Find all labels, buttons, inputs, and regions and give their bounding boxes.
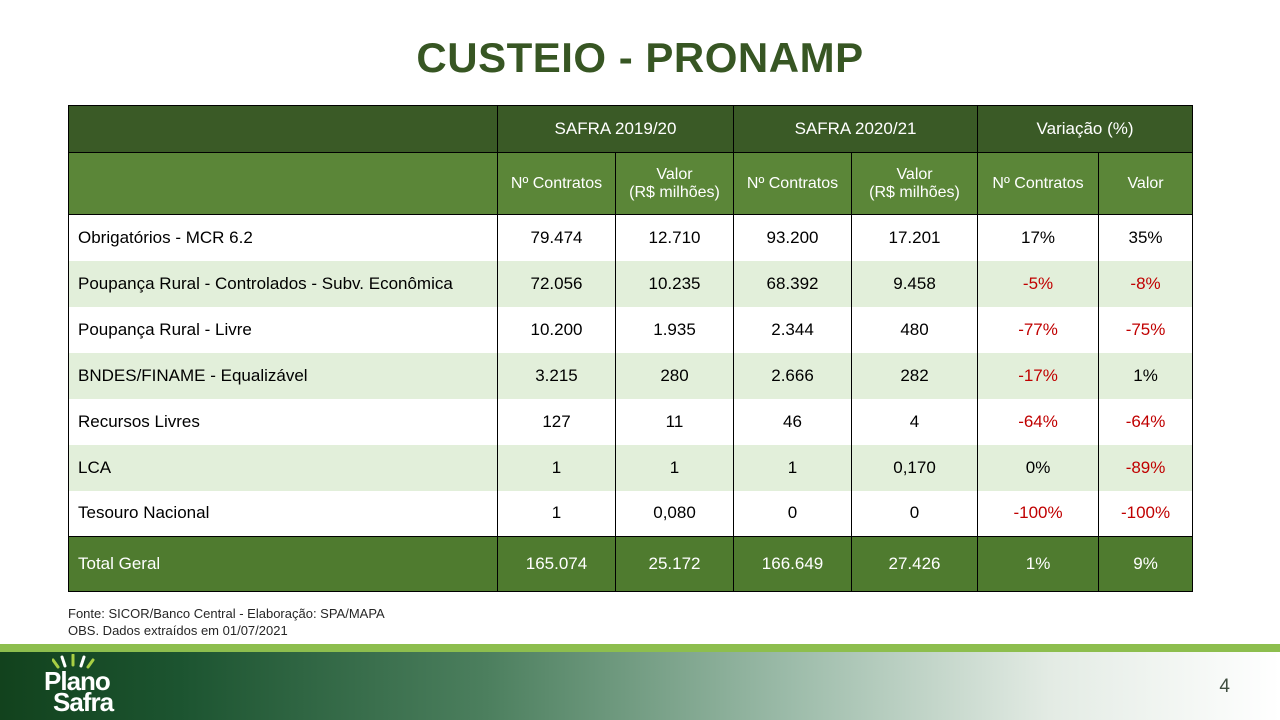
row-value: -89% [1098, 444, 1194, 491]
page-title: CUSTEIO - PRONAMP [416, 34, 864, 81]
row-value: -75% [1098, 306, 1194, 353]
row-value: 17% [977, 214, 1100, 261]
total-value: 25.172 [614, 536, 735, 592]
row-value: 4 [851, 398, 979, 445]
sub-header-valor-2: Valor (R$ milhões) [851, 152, 979, 215]
row-value: -64% [977, 398, 1100, 445]
row-value: 46 [733, 398, 853, 445]
row-value: -100% [977, 490, 1100, 537]
row-value: -100% [1098, 490, 1194, 537]
table-row: Tesouro Nacional 1 0,080 0 0 -100% -100% [68, 490, 1194, 537]
row-value: -77% [977, 306, 1100, 353]
group-header-safra-2020-21: SAFRA 2020/21 [733, 105, 979, 153]
plano-safra-logo: Plano Safra [44, 654, 184, 717]
row-value: 0 [733, 490, 853, 537]
total-row: Total Geral 165.074 25.172 166.649 27.42… [68, 536, 1194, 592]
total-value: 9% [1098, 536, 1194, 592]
row-label: Poupança Rural - Livre [68, 306, 498, 353]
row-value: 1% [1098, 352, 1194, 399]
corner-cell-bottom [68, 152, 498, 215]
row-value: 3.215 [497, 352, 616, 399]
row-value: 0 [851, 490, 979, 537]
row-value: 17.201 [851, 214, 979, 261]
row-value: -17% [977, 352, 1100, 399]
row-value: 35% [1098, 214, 1194, 261]
group-header-variacao: Variação (%) [977, 105, 1194, 153]
logo-word-plano: Plano [44, 666, 111, 696]
row-value: 93.200 [733, 214, 853, 261]
table-row: Poupança Rural - Livre 10.200 1.935 2.344 48… [68, 306, 1194, 353]
row-value: 72.056 [497, 260, 616, 307]
table-row: Recursos Livres 127 11 46 4 -64% -64% [68, 398, 1194, 445]
table-body: Obrigatórios - MCR 6.2 79.474 12.710 93.200… [68, 214, 1194, 537]
row-label: BNDES/FINAME - Equalizável [68, 352, 498, 399]
row-value: 282 [851, 352, 979, 399]
row-value: 2.344 [733, 306, 853, 353]
row-value: 1 [733, 444, 853, 491]
group-header-safra-2019-20: SAFRA 2019/20 [496, 105, 735, 153]
sub-header-contratos-3: Nº Contratos [977, 152, 1100, 215]
row-value: 1.935 [614, 306, 735, 353]
table-row: LCA 1 1 1 0,170 0% -89% [68, 444, 1194, 491]
row-value: 0,080 [614, 490, 735, 537]
row-label: Poupança Rural - Controlados - Subv. Eco… [68, 260, 498, 307]
sub-header-contratos-1: Nº Contratos [497, 152, 616, 215]
row-value: 0% [977, 444, 1100, 491]
footnote-source: Fonte: SICOR/Banco Central - Elaboração:… [68, 606, 385, 621]
footnote-obs: OBS. Dados extraídos em 01/07/2021 [68, 622, 288, 638]
table-row: Obrigatórios - MCR 6.2 79.474 12.710 93.200… [68, 214, 1194, 261]
row-label: Obrigatórios - MCR 6.2 [68, 214, 498, 261]
row-value: 1 [614, 444, 735, 491]
row-value: -5% [977, 260, 1100, 307]
row-value: 68.392 [733, 260, 853, 307]
row-value: 1 [497, 490, 616, 537]
total-label: Total Geral [68, 536, 498, 592]
row-value: -64% [1098, 398, 1194, 445]
row-value: 11 [614, 398, 735, 445]
row-value: 10.200 [497, 306, 616, 353]
sub-header-contratos-2: Nº Contratos [733, 152, 853, 215]
row-label: LCA [68, 444, 498, 491]
total-value: 1% [977, 536, 1100, 592]
total-value: 27.426 [851, 536, 979, 592]
page-number: 4 [1219, 676, 1230, 697]
table-group-header-row: SAFRA 2019/20 SAFRA 2020/21 Variação (%) [68, 105, 1194, 153]
row-value: 79.474 [497, 214, 616, 261]
sub-header-valor-1: Valor (R$ milhões) [614, 152, 735, 215]
table-row: Poupança Rural - Controlados - Subv. Eco… [68, 260, 1194, 307]
table-sub-header-row: Nº Contratos Valor (R$ milhões) Nº Contr… [68, 152, 1194, 215]
table-row: BNDES/FINAME - Equalizável 3.215 280 2.666 2… [68, 352, 1194, 399]
row-label: Tesouro Nacional [68, 490, 498, 537]
row-value: 480 [851, 306, 979, 353]
row-value: -8% [1098, 260, 1194, 307]
total-value: 166.649 [733, 536, 853, 592]
total-value: 165.074 [497, 536, 616, 592]
row-value: 280 [614, 352, 735, 399]
logo-word-safra: Safra [53, 687, 114, 717]
row-label: Recursos Livres [68, 398, 498, 445]
corner-cell-top [68, 105, 498, 153]
row-value: 0,170 [851, 444, 979, 491]
row-value: 2.666 [733, 352, 853, 399]
footer-gradient-bar [0, 652, 1280, 720]
row-value: 10.235 [614, 260, 735, 307]
row-value: 127 [497, 398, 616, 445]
row-value: 9.458 [851, 260, 979, 307]
footnotes: Fonte: SICOR/Banco Central - Elaboração:… [68, 606, 385, 640]
sub-header-valor-3: Valor [1098, 152, 1194, 215]
row-value: 1 [497, 444, 616, 491]
footer-accent-bar [0, 644, 1280, 652]
row-value: 12.710 [614, 214, 735, 261]
pronamp-table: SAFRA 2019/20 SAFRA 2020/21 Variação (%)… [68, 105, 1194, 592]
sun-rays-icon [52, 654, 95, 669]
